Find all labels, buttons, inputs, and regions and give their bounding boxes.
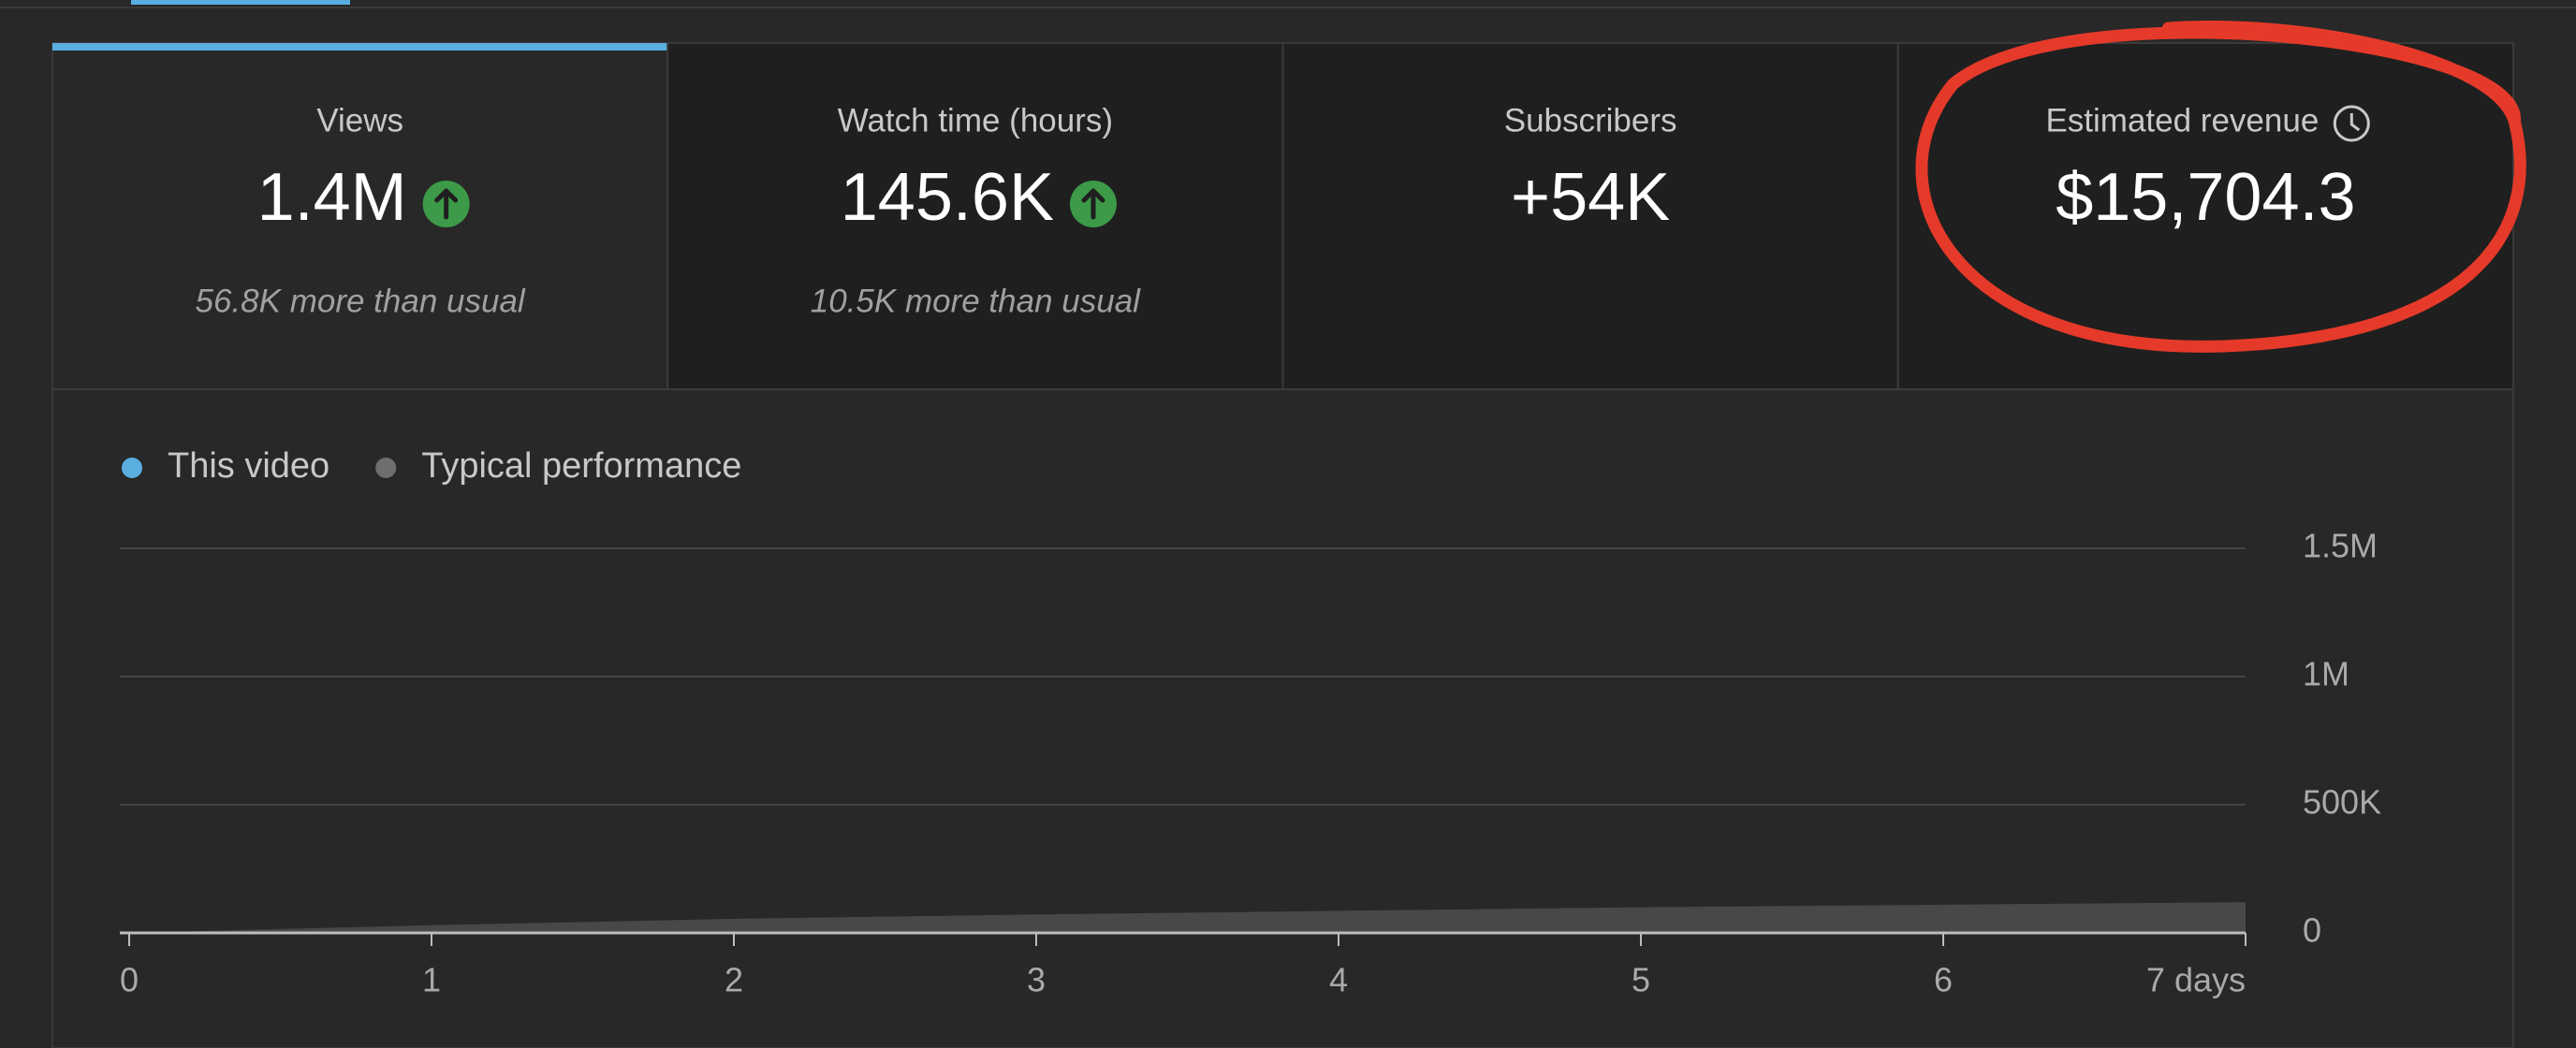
y-tick-label: 1M: [2303, 655, 2349, 693]
metric-value: 145.6K: [841, 160, 1054, 235]
legend-marker: [375, 458, 397, 478]
x-tick-label: 1: [422, 961, 441, 999]
x-tick-label: 4: [1329, 961, 1348, 999]
metric-label: Views: [316, 102, 403, 138]
tab-indicator: [131, 0, 350, 5]
selected-indicator: [52, 43, 668, 51]
metric-card[interactable]: [1281, 42, 1899, 390]
metric-cards: Views 1.4M 56.8K more than usual Watch time…: [51, 42, 2514, 390]
legend: This video Typical performance: [122, 446, 741, 486]
metric-card[interactable]: [666, 42, 1284, 390]
y-tick-label: 0: [2303, 911, 2321, 950]
legend-marker: [122, 458, 142, 478]
legend-label[interactable]: Typical performance: [421, 446, 741, 486]
metric-label: Estimated revenue: [2045, 102, 2319, 138]
y-tick-label: 1.5M: [2303, 527, 2378, 565]
x-tick-label: 6: [1934, 961, 1953, 999]
trend-up-icon: [422, 181, 470, 227]
icon-arrow: [1081, 188, 1105, 220]
x-tick-label: 5: [1632, 961, 1650, 999]
chart: This video Typical performance 0 500K 1M 1.5M…: [120, 446, 2381, 998]
metric-value: +54K: [1511, 160, 1670, 235]
x-tick-label: 2: [724, 961, 743, 999]
metric-value: 1.4M: [257, 160, 407, 235]
legend-label[interactable]: This video: [168, 446, 329, 486]
trend-up-icon: [1069, 181, 1117, 227]
clock-face: [2333, 105, 2370, 142]
x-tick-label: 7 days: [2146, 961, 2246, 999]
metric-label: Watch time (hours): [838, 102, 1113, 138]
y-tick-label: 500K: [2303, 783, 2381, 822]
typical-area: [129, 902, 2246, 933]
metric-note: 56.8K more than usual: [196, 283, 526, 319]
metric-value: $15,704.3: [2056, 160, 2355, 235]
metric-label: Subscribers: [1504, 102, 1677, 138]
annotations: [1915, 20, 2526, 353]
x-tick-label: 0: [120, 961, 139, 999]
highlight-circle: [1915, 20, 2526, 353]
metric-note: 10.5K more than usual: [811, 283, 1141, 319]
metric-card[interactable]: [1896, 42, 2514, 390]
metric-card[interactable]: [51, 42, 669, 390]
clock-hands: [2349, 113, 2361, 132]
icon-arrow: [434, 188, 459, 220]
clock-icon[interactable]: [2333, 105, 2370, 142]
x-tick-label: 3: [1027, 961, 1046, 999]
